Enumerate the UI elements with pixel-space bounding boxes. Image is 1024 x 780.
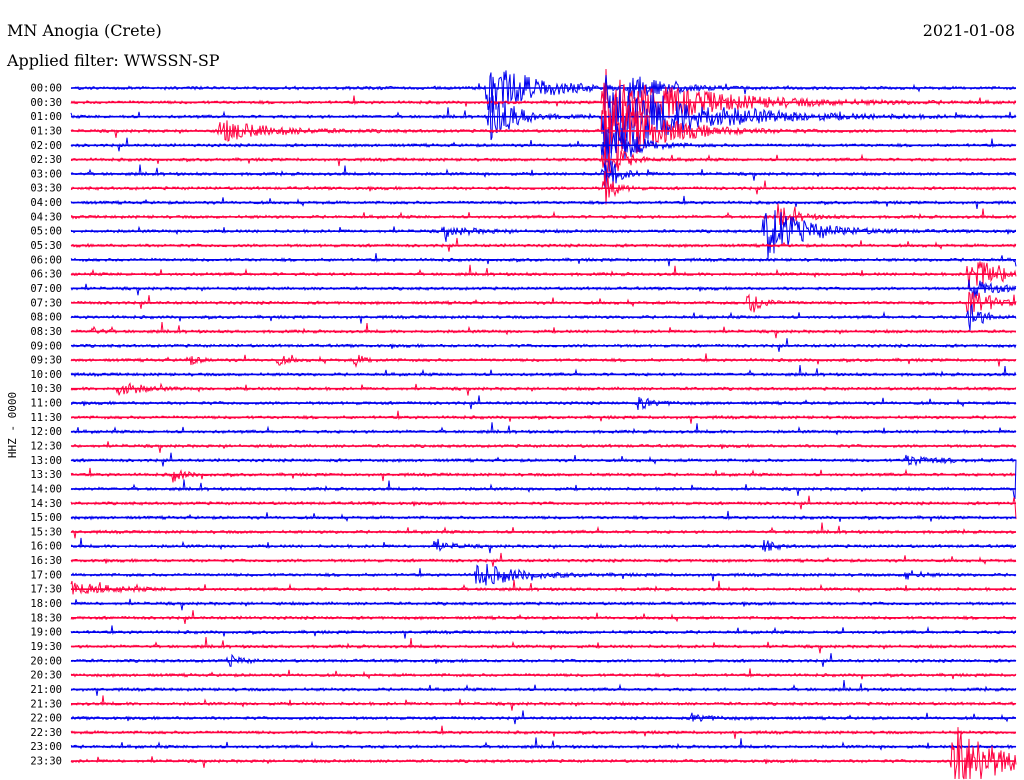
time-tick-label: 14:00 <box>30 483 62 495</box>
trace-row-0130 <box>70 82 1017 175</box>
time-tick-label: 00:30 <box>30 97 62 109</box>
time-tick-label: 23:30 <box>30 756 62 768</box>
time-tick-labels: 00:00 00:30 01:00 01:30 02:00 02:30 03:00 03:30… <box>30 83 62 768</box>
time-tick-label: 21:30 <box>30 698 62 710</box>
time-tick-label: 04:00 <box>30 197 62 209</box>
trace-row-2330 <box>70 727 1017 780</box>
time-tick-label: 10:00 <box>30 369 62 381</box>
time-tick-label: 02:00 <box>30 140 62 152</box>
seismic-traces <box>70 68 1017 780</box>
trace-row-1230 <box>70 441 1017 453</box>
time-tick-label: 19:30 <box>30 641 62 653</box>
time-tick-label: 16:30 <box>30 555 62 567</box>
time-tick-label: 23:00 <box>30 741 62 753</box>
time-tick-label: 12:00 <box>30 426 62 438</box>
time-tick-label: 20:30 <box>30 670 62 682</box>
time-tick-label: 22:30 <box>30 727 62 739</box>
time-tick-label: 17:30 <box>30 584 62 596</box>
station-title: MN Anogia (Crete) <box>7 21 162 40</box>
trace-row-1500 <box>70 510 1017 523</box>
trace-row-0430 <box>71 203 1017 226</box>
trace-row-0100 <box>70 75 1017 154</box>
time-tick-label: 03:00 <box>30 168 62 180</box>
time-tick-label: 07:00 <box>30 283 62 295</box>
time-tick-label: 12:30 <box>30 441 62 453</box>
y-axis-label: HHZ - 0000 <box>6 392 19 458</box>
trace-row-1430 <box>70 495 1017 520</box>
trace-row-1730 <box>70 579 1017 595</box>
time-tick-label: 18:00 <box>30 598 62 610</box>
time-tick-label: 03:30 <box>30 183 62 195</box>
time-tick-label: 19:00 <box>30 627 62 639</box>
time-tick-label: 08:30 <box>30 326 62 338</box>
time-tick-label: 01:00 <box>30 111 62 123</box>
trace-row-1930 <box>70 637 1017 654</box>
time-tick-label: 02:30 <box>30 154 62 166</box>
trace-row-0700 <box>70 279 1017 300</box>
time-tick-label: 11:00 <box>30 398 62 410</box>
trace-row-2300 <box>70 737 1017 751</box>
time-tick-label: 04:30 <box>30 211 62 223</box>
time-tick-label: 09:00 <box>30 340 62 352</box>
trace-row-0000 <box>70 70 1017 113</box>
time-tick-label: 14:30 <box>30 498 62 510</box>
trace-row-0230 <box>70 146 1017 177</box>
time-tick-label: 16:00 <box>30 541 62 553</box>
time-tick-label: 05:30 <box>30 240 62 252</box>
time-tick-label: 10:30 <box>30 383 62 395</box>
time-tick-label: 08:00 <box>30 312 62 324</box>
trace-row-1200 <box>70 422 1017 436</box>
trace-row-0030 <box>70 68 1017 134</box>
date-label: 2021-01-08 <box>923 21 1015 40</box>
time-tick-label: 21:00 <box>30 684 62 696</box>
time-tick-label: 13:00 <box>30 455 62 467</box>
time-tick-label: 00:00 <box>30 83 62 95</box>
time-tick-label: 22:00 <box>30 713 62 725</box>
time-tick-label: 01:30 <box>30 125 62 137</box>
trace-row-1800 <box>70 598 1017 611</box>
time-tick-label: 11:30 <box>30 412 62 424</box>
trace-row-0630 <box>70 261 1017 289</box>
time-tick-label: 09:30 <box>30 355 62 367</box>
trace-row-2100 <box>70 680 1017 696</box>
trace-row-0830 <box>70 322 1016 339</box>
time-tick-label: 18:30 <box>30 612 62 624</box>
time-tick-label: 07:30 <box>30 297 62 309</box>
trace-row-2030 <box>70 668 1017 680</box>
time-tick-label: 13:30 <box>30 469 62 481</box>
trace-row-1530 <box>70 522 1017 539</box>
time-tick-label: 17:00 <box>30 569 62 581</box>
time-tick-label: 06:30 <box>30 269 62 281</box>
time-tick-label: 06:00 <box>30 254 62 266</box>
time-tick-label: 20:00 <box>30 655 62 667</box>
time-tick-label: 15:00 <box>30 512 62 524</box>
trace-row-0300 <box>70 161 1017 190</box>
time-tick-label: 05:00 <box>30 226 62 238</box>
trace-row-1400 <box>70 459 1017 500</box>
time-tick-label: 15:30 <box>30 526 62 538</box>
filter-label: Applied filter: WWSSN-SP <box>6 51 220 70</box>
